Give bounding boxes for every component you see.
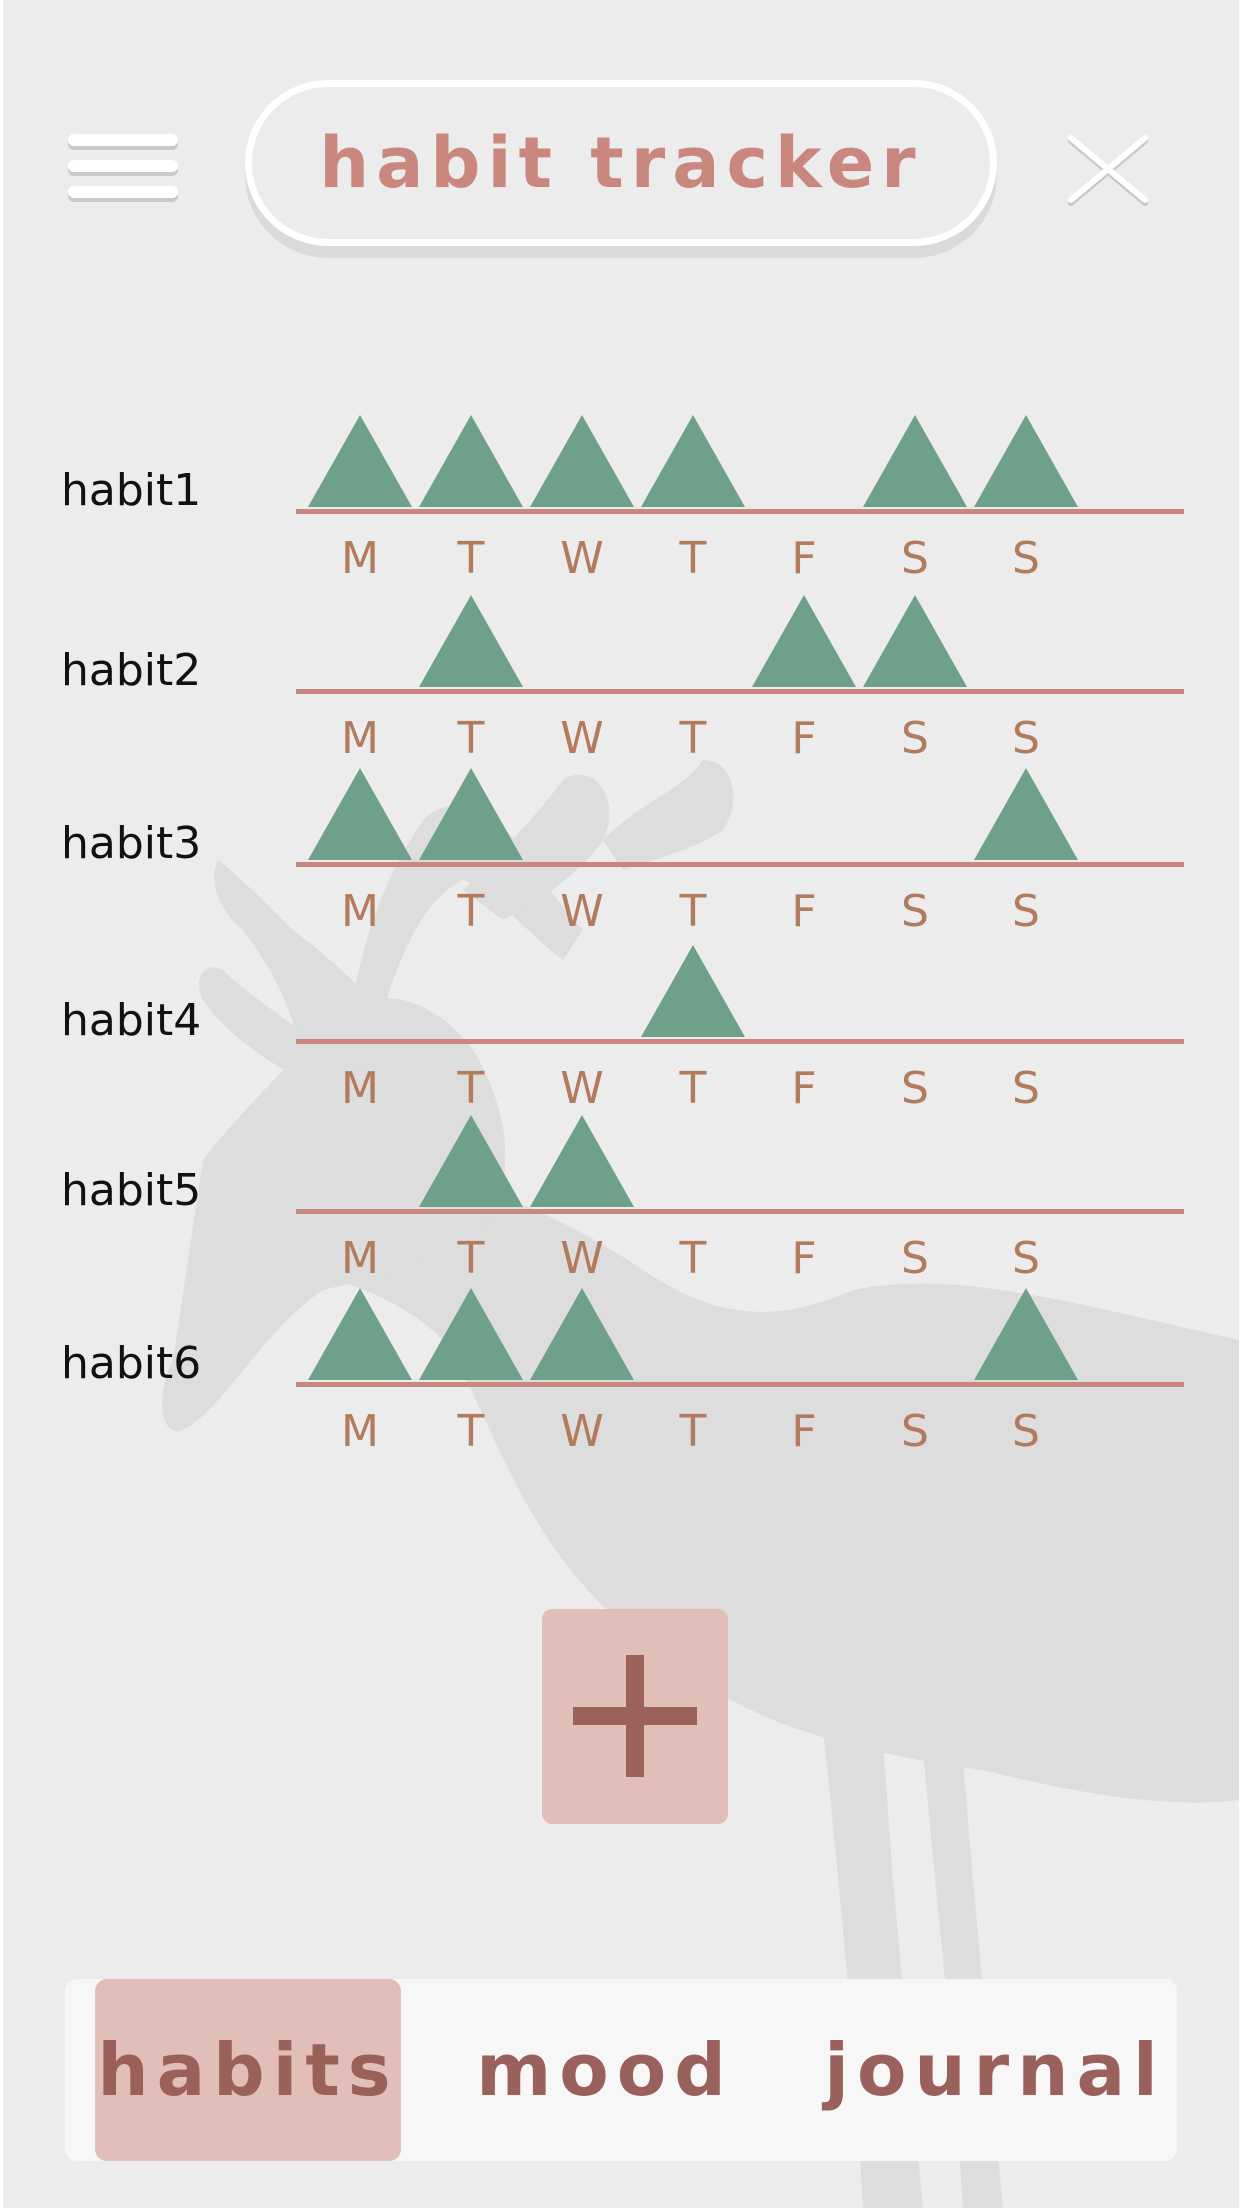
tab-habits[interactable]: habits xyxy=(95,1979,401,2161)
habit-name[interactable]: habit5 xyxy=(61,1165,202,1216)
habit-done-marker[interactable] xyxy=(641,945,745,1037)
tab-mood[interactable]: mood xyxy=(476,2028,734,2112)
day-label[interactable]: S xyxy=(901,713,929,764)
deer-silhouette-background xyxy=(162,760,1239,2208)
day-label[interactable]: S xyxy=(1012,1233,1040,1284)
day-label[interactable]: T xyxy=(679,1233,707,1284)
page-title: habit tracker xyxy=(319,122,923,204)
habit-done-marker[interactable] xyxy=(419,1115,523,1207)
day-label[interactable]: T xyxy=(679,1063,707,1114)
day-label[interactable]: S xyxy=(901,1406,929,1457)
page-title-pill: habit tracker xyxy=(245,80,997,246)
habit-baseline xyxy=(296,1039,1184,1044)
day-label[interactable]: T xyxy=(679,886,707,937)
habit-name[interactable]: habit1 xyxy=(61,465,202,516)
habit-baseline xyxy=(296,862,1184,867)
day-label[interactable]: W xyxy=(560,533,604,584)
habit-baseline xyxy=(296,689,1184,694)
menu-bar xyxy=(68,160,178,172)
habit-done-marker[interactable] xyxy=(530,415,634,507)
day-label[interactable]: W xyxy=(560,713,604,764)
day-label[interactable]: M xyxy=(341,1063,379,1114)
habit-done-marker[interactable] xyxy=(530,1288,634,1380)
habit-done-marker[interactable] xyxy=(419,768,523,860)
close-icon[interactable] xyxy=(1065,132,1151,206)
day-label[interactable]: T xyxy=(457,533,485,584)
day-label[interactable]: F xyxy=(791,886,817,937)
day-label[interactable]: W xyxy=(560,886,604,937)
habit-done-marker[interactable] xyxy=(530,1115,634,1207)
habit-row: habit1 M T W T F S S xyxy=(3,415,1239,595)
habit-baseline xyxy=(296,1209,1184,1214)
habit-done-marker[interactable] xyxy=(308,768,412,860)
habit-row: habit5 M T W T F S S xyxy=(3,1115,1239,1295)
day-label[interactable]: F xyxy=(791,1063,817,1114)
day-label[interactable]: F xyxy=(791,1233,817,1284)
day-label[interactable]: W xyxy=(560,1063,604,1114)
habit-done-marker[interactable] xyxy=(641,415,745,507)
day-label[interactable]: S xyxy=(1012,533,1040,584)
day-label[interactable]: F xyxy=(791,1406,817,1457)
day-label[interactable]: T xyxy=(679,533,707,584)
day-label[interactable]: S xyxy=(1012,1406,1040,1457)
tab-journal[interactable]: journal xyxy=(824,2028,1166,2112)
day-label[interactable]: S xyxy=(901,533,929,584)
day-label[interactable]: W xyxy=(560,1233,604,1284)
habit-row: habit6 M T W T F S S xyxy=(3,1288,1239,1468)
habit-done-marker[interactable] xyxy=(419,595,523,687)
day-label[interactable]: S xyxy=(901,1233,929,1284)
habit-name[interactable]: habit4 xyxy=(61,995,202,1046)
habit-done-marker[interactable] xyxy=(974,1288,1078,1380)
habit-name[interactable]: habit3 xyxy=(61,818,202,869)
day-label[interactable]: M xyxy=(341,886,379,937)
day-label[interactable]: F xyxy=(791,533,817,584)
day-label[interactable]: W xyxy=(560,1406,604,1457)
day-label[interactable]: F xyxy=(791,713,817,764)
habit-done-marker[interactable] xyxy=(863,595,967,687)
day-label[interactable]: S xyxy=(1012,713,1040,764)
day-label[interactable]: M xyxy=(341,1406,379,1457)
day-label[interactable]: S xyxy=(901,1063,929,1114)
add-habit-button[interactable] xyxy=(542,1609,728,1824)
plus-icon xyxy=(626,1655,644,1777)
habit-name[interactable]: habit2 xyxy=(61,645,202,696)
habit-done-marker[interactable] xyxy=(974,768,1078,860)
day-label[interactable]: M xyxy=(341,1233,379,1284)
day-label[interactable]: S xyxy=(901,886,929,937)
bottom-nav: habits mood journal xyxy=(65,1979,1177,2161)
day-label[interactable]: T xyxy=(457,1063,485,1114)
habit-done-marker[interactable] xyxy=(308,415,412,507)
habit-row: habit4 M T W T F S S xyxy=(3,945,1239,1125)
habit-done-marker[interactable] xyxy=(419,1288,523,1380)
day-label[interactable]: S xyxy=(1012,886,1040,937)
day-label[interactable]: T xyxy=(457,1406,485,1457)
day-label[interactable]: S xyxy=(1012,1063,1040,1114)
habit-done-marker[interactable] xyxy=(308,1288,412,1380)
day-label[interactable]: T xyxy=(457,1233,485,1284)
day-label[interactable]: T xyxy=(457,886,485,937)
habit-done-marker[interactable] xyxy=(974,415,1078,507)
day-label[interactable]: M xyxy=(341,713,379,764)
menu-bar xyxy=(68,134,178,146)
habit-done-marker[interactable] xyxy=(752,595,856,687)
habit-row: habit3 M T W T F S S xyxy=(3,768,1239,948)
day-label[interactable]: T xyxy=(679,713,707,764)
habit-done-marker[interactable] xyxy=(863,415,967,507)
habit-name[interactable]: habit6 xyxy=(61,1338,202,1389)
menu-bar xyxy=(68,186,178,198)
day-label[interactable]: T xyxy=(457,713,485,764)
day-label[interactable]: T xyxy=(679,1406,707,1457)
habit-baseline xyxy=(296,509,1184,514)
hamburger-menu-icon[interactable] xyxy=(66,130,182,210)
day-label[interactable]: M xyxy=(341,533,379,584)
habit-row: habit2 M T W T F S S xyxy=(3,595,1239,775)
habit-baseline xyxy=(296,1382,1184,1387)
habit-done-marker[interactable] xyxy=(419,415,523,507)
